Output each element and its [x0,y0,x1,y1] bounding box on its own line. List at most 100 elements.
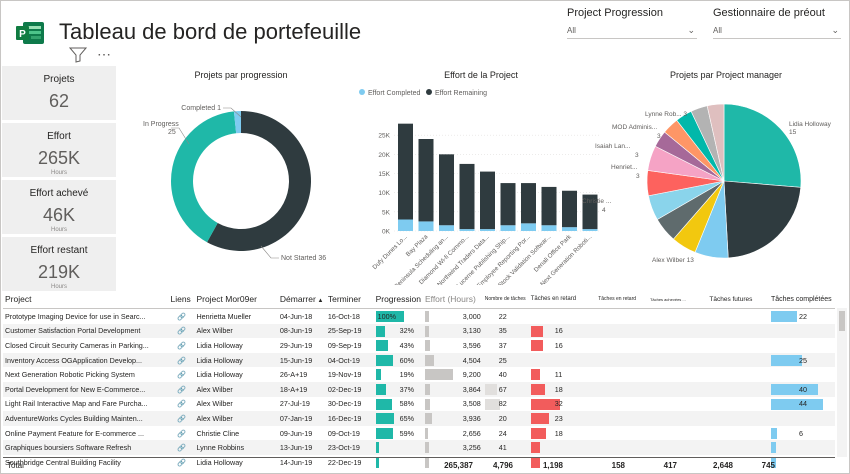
bar-completed[interactable] [562,227,577,231]
col-header-project[interactable]: Project [3,290,169,309]
col-header-manager[interactable]: Project Mor09er [194,290,278,309]
bar-remaining[interactable] [582,194,598,230]
link-icon[interactable]: 🔗 [176,370,186,380]
link-icon[interactable]: 🔗 [168,381,195,397]
link-icon[interactable]: 🔗 [168,411,195,426]
bar-remaining[interactable] [398,123,413,220]
col-header-start[interactable]: Démarrer ▲ [277,290,326,309]
cell-progress: 19% [374,367,423,382]
cell-project[interactable]: Graphiques boursiers Software Refresh [3,440,169,455]
donut-slice-completed[interactable] [233,111,241,134]
pie-slice-autres-6[interactable] [706,103,725,182]
bar-remaining[interactable] [480,171,495,230]
effort-bar [424,383,430,395]
cell-project[interactable]: Portal Development for New E-Commerce... [3,381,169,397]
cell-project[interactable]: Closed Circuit Security Cameras in Parki… [5,340,149,350]
col-header-done-tasks[interactable]: Tâches achevées ... [647,290,708,309]
donut-label-in-progress: In Progress [143,121,179,128]
table-row[interactable]: Southbridge Central Building Facility 🔗 Li… [3,455,835,470]
more-options-icon[interactable]: ⋯ [97,46,112,62]
col-header-late-tasks[interactable]: Tâches en retard [528,290,597,309]
donut-slice-not-started[interactable] [207,111,311,251]
cell-effort: 3,256 [422,440,483,455]
bar-completed[interactable] [459,229,475,231]
cell-effort: 3,508 [423,397,483,412]
link-icon[interactable]: 🔗 [176,311,186,321]
table-row[interactable]: Prototype Imaging Device for use in Sear… [3,309,835,324]
cell-project[interactable]: Customer Satisfaction Portal Development [3,323,169,339]
table-row[interactable]: AdventureWorks Cycles Building Mainten..… [3,411,835,426]
col-header-completed-tasks[interactable]: Tâches complétées [768,290,835,309]
link-icon[interactable]: 🔗 [168,440,195,455]
col-header-effort[interactable]: Effort (Hours) [422,290,483,309]
pie-slice-lidia-holloway[interactable] [723,103,802,188]
cell-project[interactable]: Online Payment Feature for E-commerce ..… [5,428,145,438]
slicer-manager-label: Gestionnaire de préout [713,7,825,19]
cell-project[interactable]: AdventureWorks Cycles Building Mainten..… [3,411,169,426]
bar-remaining[interactable] [562,190,577,228]
totals-tasks: 4,796 [492,461,513,470]
table-row[interactable]: Inventory Access OGApplication Develop..… [3,352,835,368]
bar-remaining[interactable] [439,154,454,226]
cell-end: 22-Dec-19 [327,457,362,467]
slicer-manager-dropdown[interactable]: All ⌄ [713,23,841,39]
bar-completed[interactable] [582,229,598,231]
table-scroll-thumb[interactable] [839,311,845,331]
bar-chart: Effort Completed Effort Remaining 0K 5K 10… [359,89,601,285]
cell-start: 29-Jun-19 [279,340,313,350]
bar-remaining[interactable] [418,139,434,222]
bar-remaining[interactable] [541,186,557,226]
late-bar [530,398,560,410]
y-tick-label: 15K [378,171,390,178]
filter-icon[interactable] [69,47,87,63]
progress-bar [375,398,392,410]
bar-completed[interactable] [521,223,536,231]
bar-remaining[interactable] [521,183,536,224]
table-row[interactable]: Next Generation Robotic Picking System 🔗 L… [3,367,835,382]
col-header-late-tasks-2[interactable]: Tâches en retard [596,290,648,309]
cell-project[interactable]: Next Generation Robotic Picking System [5,370,135,380]
slicer-progression-dropdown[interactable]: All ⌄ [567,23,697,39]
pie-slice-alex-wilber[interactable] [723,180,802,259]
col-header-progress[interactable]: Progression [373,290,423,309]
table-row[interactable]: Online Payment Feature for E-commerce ..… [3,426,835,441]
cell-project[interactable]: Inventory Access OGApplication Develop..… [3,352,169,368]
bar-completed[interactable] [541,225,557,231]
table-row[interactable]: Light Rail Interactive Map and Fare Purc… [3,397,835,412]
link-icon[interactable]: 🔗 [176,399,186,409]
cell-project[interactable]: Light Rail Interactive Map and Fare Purc… [5,399,148,409]
bar-completed[interactable] [500,225,516,231]
table-row[interactable]: Closed Circuit Security Cameras in Parki… [3,338,835,353]
cell-project[interactable]: Prototype Imaging Device for use in Sear… [5,311,146,321]
cell-completed [769,338,835,353]
link-icon[interactable]: 🔗 [176,457,186,467]
cell-project[interactable]: Southbridge Central Building Facility [5,457,121,467]
bar-remaining[interactable] [500,183,516,226]
bar-completed[interactable] [418,221,434,231]
table-row[interactable]: Portal Development for New E-Commerce...… [3,381,835,397]
link-icon[interactable]: 🔗 [176,340,186,350]
col-header-links[interactable]: Liens [168,290,195,309]
col-header-end[interactable]: Terminer [325,290,374,309]
cell-start: 13-Jun-19 [277,440,326,455]
pie-label-henrietta-value: 3 [636,173,640,180]
cell-manager: Christie Cline [196,428,240,438]
table-row[interactable]: Graphiques boursiers Software Refresh 🔗 Ly… [3,440,835,455]
cell-tasks: 24 [498,428,507,438]
cell-progress: 32% [373,323,423,339]
bar-completed[interactable] [439,225,454,231]
effort-bar [424,354,434,366]
bar-completed[interactable] [398,219,413,232]
bar-completed[interactable] [480,229,495,231]
link-icon[interactable]: 🔗 [168,352,195,368]
link-icon[interactable]: 🔗 [176,428,186,438]
cell-late: 32 [529,397,596,412]
table-scrollbar[interactable] [837,308,847,457]
col-header-future-tasks[interactable]: Tâches futures [707,290,769,309]
totals-completed: 745 [761,461,775,470]
link-icon[interactable]: 🔗 [168,323,195,339]
bar-remaining[interactable] [459,163,475,230]
col-header-task-count[interactable]: Nombre de tâches [482,290,529,309]
table-row[interactable]: Customer Satisfaction Portal Development… [3,323,835,339]
donut-slice-in-progress[interactable] [170,111,237,243]
